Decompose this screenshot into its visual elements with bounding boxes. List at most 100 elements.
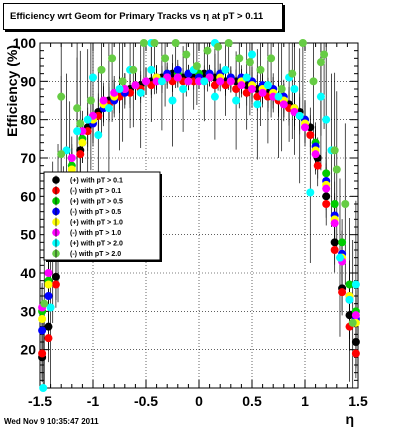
y-tick-label: 90 [20,73,36,89]
legend-label: (-) with pT > 0.1 [70,188,121,195]
data-point-series-7 [316,92,325,101]
data-point-series-2 [322,200,331,208]
data-point-series-6 [99,96,108,105]
data-point-series-8 [320,50,329,59]
data-point-series-8 [139,39,148,47]
data-point-series-8 [86,96,95,105]
data-point-series-8 [182,50,191,59]
data-point-series-8 [203,46,212,55]
data-point-series-8 [267,54,276,63]
data-point-series-8 [256,65,265,74]
data-point-series-6 [216,77,225,86]
data-point-series-4 [44,292,53,300]
data-point-series-8 [57,150,66,159]
data-point-series-2 [351,349,360,358]
data-point-series-4 [38,326,47,335]
data-point-series-8 [298,39,307,47]
data-point-series-8 [245,58,254,67]
data-point-series-1 [322,192,331,201]
data-point-series-8 [129,65,138,74]
data-point-series-3 [345,280,354,289]
data-point-series-7 [290,85,299,93]
data-point-series-7 [248,50,256,59]
data-point-series-6 [184,77,193,86]
data-point-series-8 [332,165,341,174]
y-tick-label: 20 [20,342,36,358]
data-point-series-1 [345,311,354,320]
legend-label: (-) with pT > 0.5 [70,209,121,216]
data-point-series-7 [232,96,241,105]
x-tick-label: 0 [195,393,203,409]
chart-title: Efficiency wrt Geom for Primary Tracks v… [3,3,283,30]
data-point-series-8 [348,318,357,327]
data-point-series-8 [57,92,66,101]
y-tick-label: 70 [20,150,36,166]
legend-label: (-) with pT > 2.0 [70,251,121,258]
data-point-series-2 [38,349,47,358]
y-tick-label: 50 [20,227,36,243]
data-point-series-7 [115,85,124,93]
y-tick-label: 80 [20,112,36,128]
data-point-series-8 [224,39,233,47]
data-point-series-7 [295,111,304,120]
data-point-series-8 [330,146,339,155]
data-point-series-7 [242,73,251,82]
data-point-series-8 [40,299,49,308]
y-tick-label: 30 [20,303,36,319]
data-point-series-7 [253,100,262,109]
x-tick-label: 1 [301,393,309,409]
data-point-series-1 [44,322,53,331]
data-point-series-6 [258,88,267,97]
data-point-series-6 [173,73,182,82]
data-point-series-7 [147,65,156,74]
data-point-series-4 [173,65,182,74]
data-point-series-7 [39,384,48,392]
y-axis-title: Efficiency (%) [4,45,20,137]
data-point-series-8 [214,42,223,51]
data-point-series-3 [330,200,339,208]
data-point-series-3 [322,169,331,178]
data-point-series-6 [226,77,235,86]
data-point-series-8 [277,85,286,93]
y-tick-label: 100 [13,35,37,51]
legend-box [43,171,161,261]
x-tick-label: 1.5 [348,393,368,409]
timestamp: Wed Nov 9 10:35:47 2011 [4,417,99,426]
data-point-series-7 [200,77,209,86]
data-point-series-6 [248,85,256,93]
x-tick-label: 0.5 [242,393,262,409]
data-point-series-7 [210,92,219,101]
data-point-series-7 [351,280,360,289]
data-point-series-8 [235,54,244,63]
legend-label: (+) with pT > 0.5 [70,199,123,206]
data-point-series-2 [330,246,339,254]
data-point-series-7 [306,188,315,197]
data-point-series-6 [237,81,246,90]
data-point-series-6 [301,123,309,132]
data-point-series-6 [131,81,140,90]
data-point-series-6 [67,154,76,162]
data-point-series-8 [171,39,180,47]
data-point-series-2 [338,288,347,297]
data-point-series-7 [136,88,145,97]
data-point-series-1 [51,272,60,281]
data-point-series-8 [316,58,325,67]
data-point-series-7 [274,92,283,101]
data-point-series-8 [97,65,106,74]
legend-label: (-) with pT > 1.0 [70,230,121,237]
data-point-series-7 [221,65,230,74]
data-point-series-8 [192,62,201,70]
data-point-series-7 [46,303,55,312]
data-point-series-8 [288,69,297,78]
data-point-series-6 [330,219,339,228]
data-point-series-3 [338,238,347,247]
legend-label: (+) with pT > 0.1 [70,178,123,185]
data-point-series-7 [157,77,166,86]
data-point-series-7 [73,127,82,136]
data-point-series-2 [76,150,85,159]
data-point-series-8 [118,77,127,86]
data-point-series-1 [351,338,360,346]
data-point-series-8 [76,119,85,128]
